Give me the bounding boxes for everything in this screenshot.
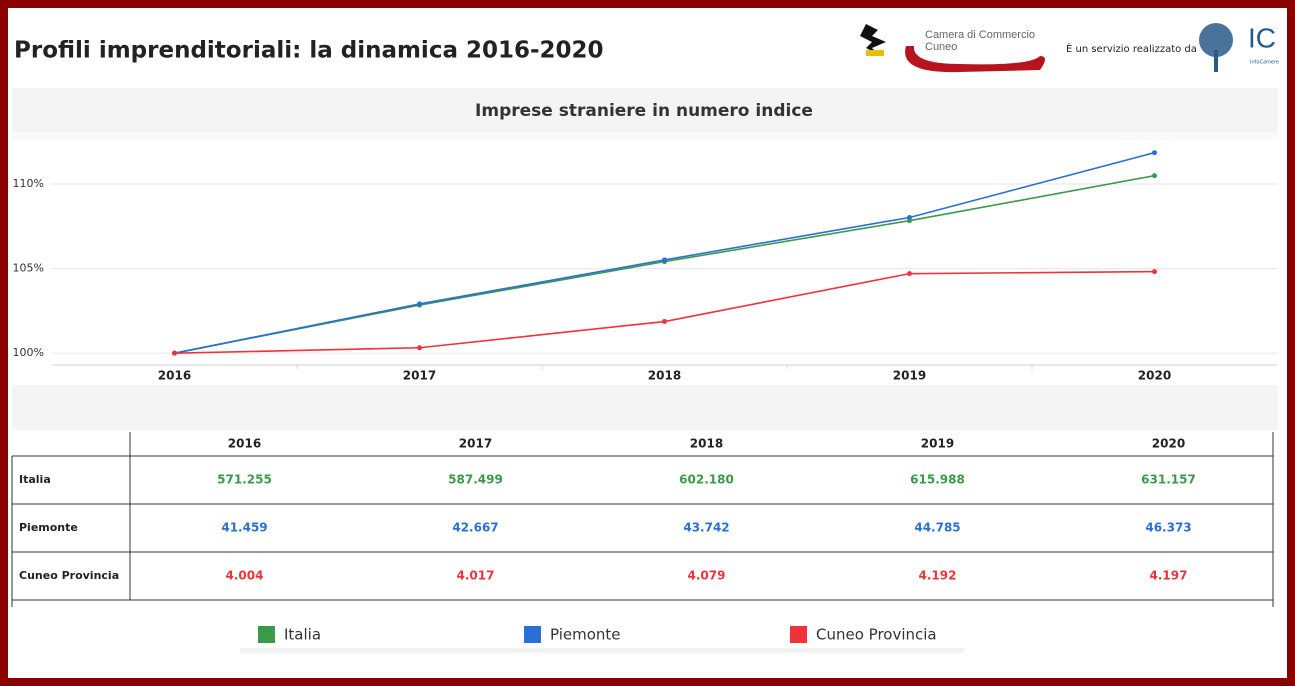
table-cell: 571.255 [217,473,272,487]
x-tick-label: 2020 [1138,369,1171,383]
logo-tree [1199,23,1233,57]
chart-title: Imprese straniere in numero indice [475,101,813,121]
point [1152,150,1157,156]
row-label: Piemonte [19,521,78,534]
table-cell: 41.459 [221,521,267,535]
logo-mark [860,24,886,54]
point [662,319,667,325]
table-cell: 4.004 [226,569,264,583]
table-cell: 4.079 [688,569,726,583]
table-cell: 615.988 [910,473,965,487]
legend-swatch [524,626,541,643]
legend-label: Piemonte [550,626,621,644]
ic-logo: IC [1248,22,1276,53]
legend-swatch [258,626,275,643]
logo-bar [866,50,884,56]
table-cell: 4.017 [457,569,495,583]
legend-label: Italia [284,626,321,644]
row-label: Italia [19,473,51,486]
x-tick-label: 2018 [648,369,681,383]
table-cell: 602.180 [679,473,734,487]
legend-label: Cuneo Provincia [816,626,937,644]
point [907,214,912,220]
logo-swoosh [905,46,1045,73]
table-cell: 46.373 [1145,521,1191,535]
table-cell: 587.499 [448,473,503,487]
table-header: 2019 [921,437,954,451]
point [172,350,177,356]
infocamere-logo [1199,23,1233,72]
chart-gap [12,132,1278,140]
point [907,271,912,277]
y-tick-label: 105% [13,262,44,275]
legend-underline [240,648,964,653]
point [662,257,667,263]
table-cell: 4.197 [1150,569,1188,583]
ic-caption: InfoCamere [1250,60,1279,66]
row-label: Cuneo Provincia [19,569,119,582]
spacer-band [12,385,1278,430]
logo-trunk [1214,50,1218,72]
table-header: 2020 [1152,437,1185,451]
header [8,8,1287,82]
x-tick-label: 2016 [158,369,191,383]
table-cell: 44.785 [914,521,960,535]
table-header: 2017 [459,437,492,451]
table-cell: 42.667 [452,521,498,535]
chamber-city: Cuneo [925,41,957,53]
y-tick-label: 110% [13,177,44,190]
service-text: È un servizio realizzato da [1066,42,1197,55]
chamber-logo [860,24,1045,73]
table-cell: 631.157 [1141,473,1196,487]
page-title: Profili imprenditoriali: la dinamica 201… [14,38,604,64]
plot-area [52,140,1277,365]
point [417,301,422,307]
table-cell: 43.742 [683,521,729,535]
chart-title-strip [12,88,1278,132]
table-cell: 4.192 [919,569,957,583]
x-tick-label: 2019 [893,369,926,383]
point [1152,173,1157,179]
point [417,345,422,351]
table-header: 2016 [228,437,261,451]
table-header: 2018 [690,437,723,451]
y-tick-label: 100% [13,346,44,359]
point [1152,269,1157,275]
legend-swatch [790,626,807,643]
x-tick-label: 2017 [403,369,436,383]
chamber-name: Camera di Commercio [925,29,1035,41]
